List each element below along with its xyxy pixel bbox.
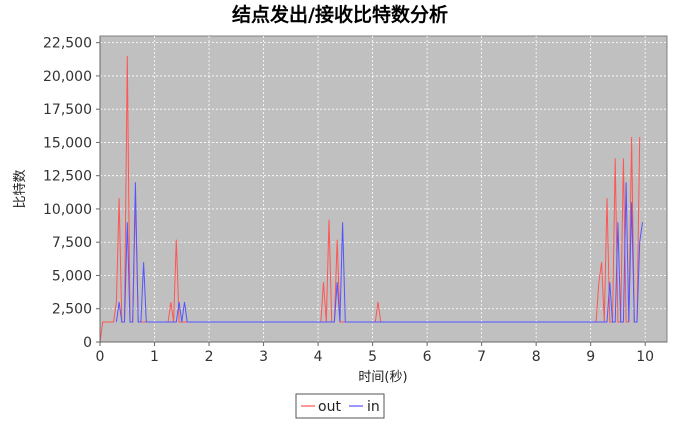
- x-tick-label: 4: [314, 349, 323, 365]
- y-tick-label: 5,000: [52, 268, 92, 284]
- plot-area: [99, 35, 668, 343]
- y-tick-label: 0: [83, 335, 92, 351]
- y-tick-label: 17,500: [43, 102, 92, 118]
- x-tick-label: 2: [205, 349, 214, 365]
- x-tick-label: 8: [532, 349, 541, 365]
- y-tick-label: 15,000: [43, 135, 92, 151]
- legend: out in: [295, 393, 385, 419]
- y-tick-label: 2,500: [52, 302, 92, 318]
- x-tick-label: 0: [96, 349, 105, 365]
- series-line-in: [115, 182, 643, 323]
- tick-labels: 0 2,500 5,000 7,500 10,000 12,500 15,000 17,500…: [43, 36, 654, 365]
- legend-label-in: in: [367, 399, 380, 415]
- axes: [96, 36, 667, 346]
- series-layer: [99, 55, 643, 343]
- y-tick-label: 12,500: [43, 169, 92, 185]
- grid-lines: [99, 36, 667, 343]
- x-tick-label: 6: [423, 349, 432, 365]
- x-tick-label: 1: [150, 349, 159, 365]
- x-axis-title: 时间(秒): [358, 370, 407, 385]
- x-tick-label: 10: [636, 349, 654, 365]
- x-tick-label: 3: [259, 349, 268, 365]
- x-tick-label: 5: [368, 349, 377, 365]
- chart-title: 结点发出/接收比特数分析: [232, 3, 448, 26]
- y-axis-title: 比特数: [13, 169, 28, 208]
- y-tick-label: 22,500: [43, 36, 92, 52]
- y-tick-label: 7,500: [52, 235, 92, 251]
- legend-label-out: out: [318, 399, 341, 415]
- y-tick-label: 20,000: [43, 69, 92, 85]
- x-tick-label: 9: [586, 349, 595, 365]
- x-tick-label: 7: [477, 349, 486, 365]
- y-tick-label: 10,000: [43, 202, 92, 218]
